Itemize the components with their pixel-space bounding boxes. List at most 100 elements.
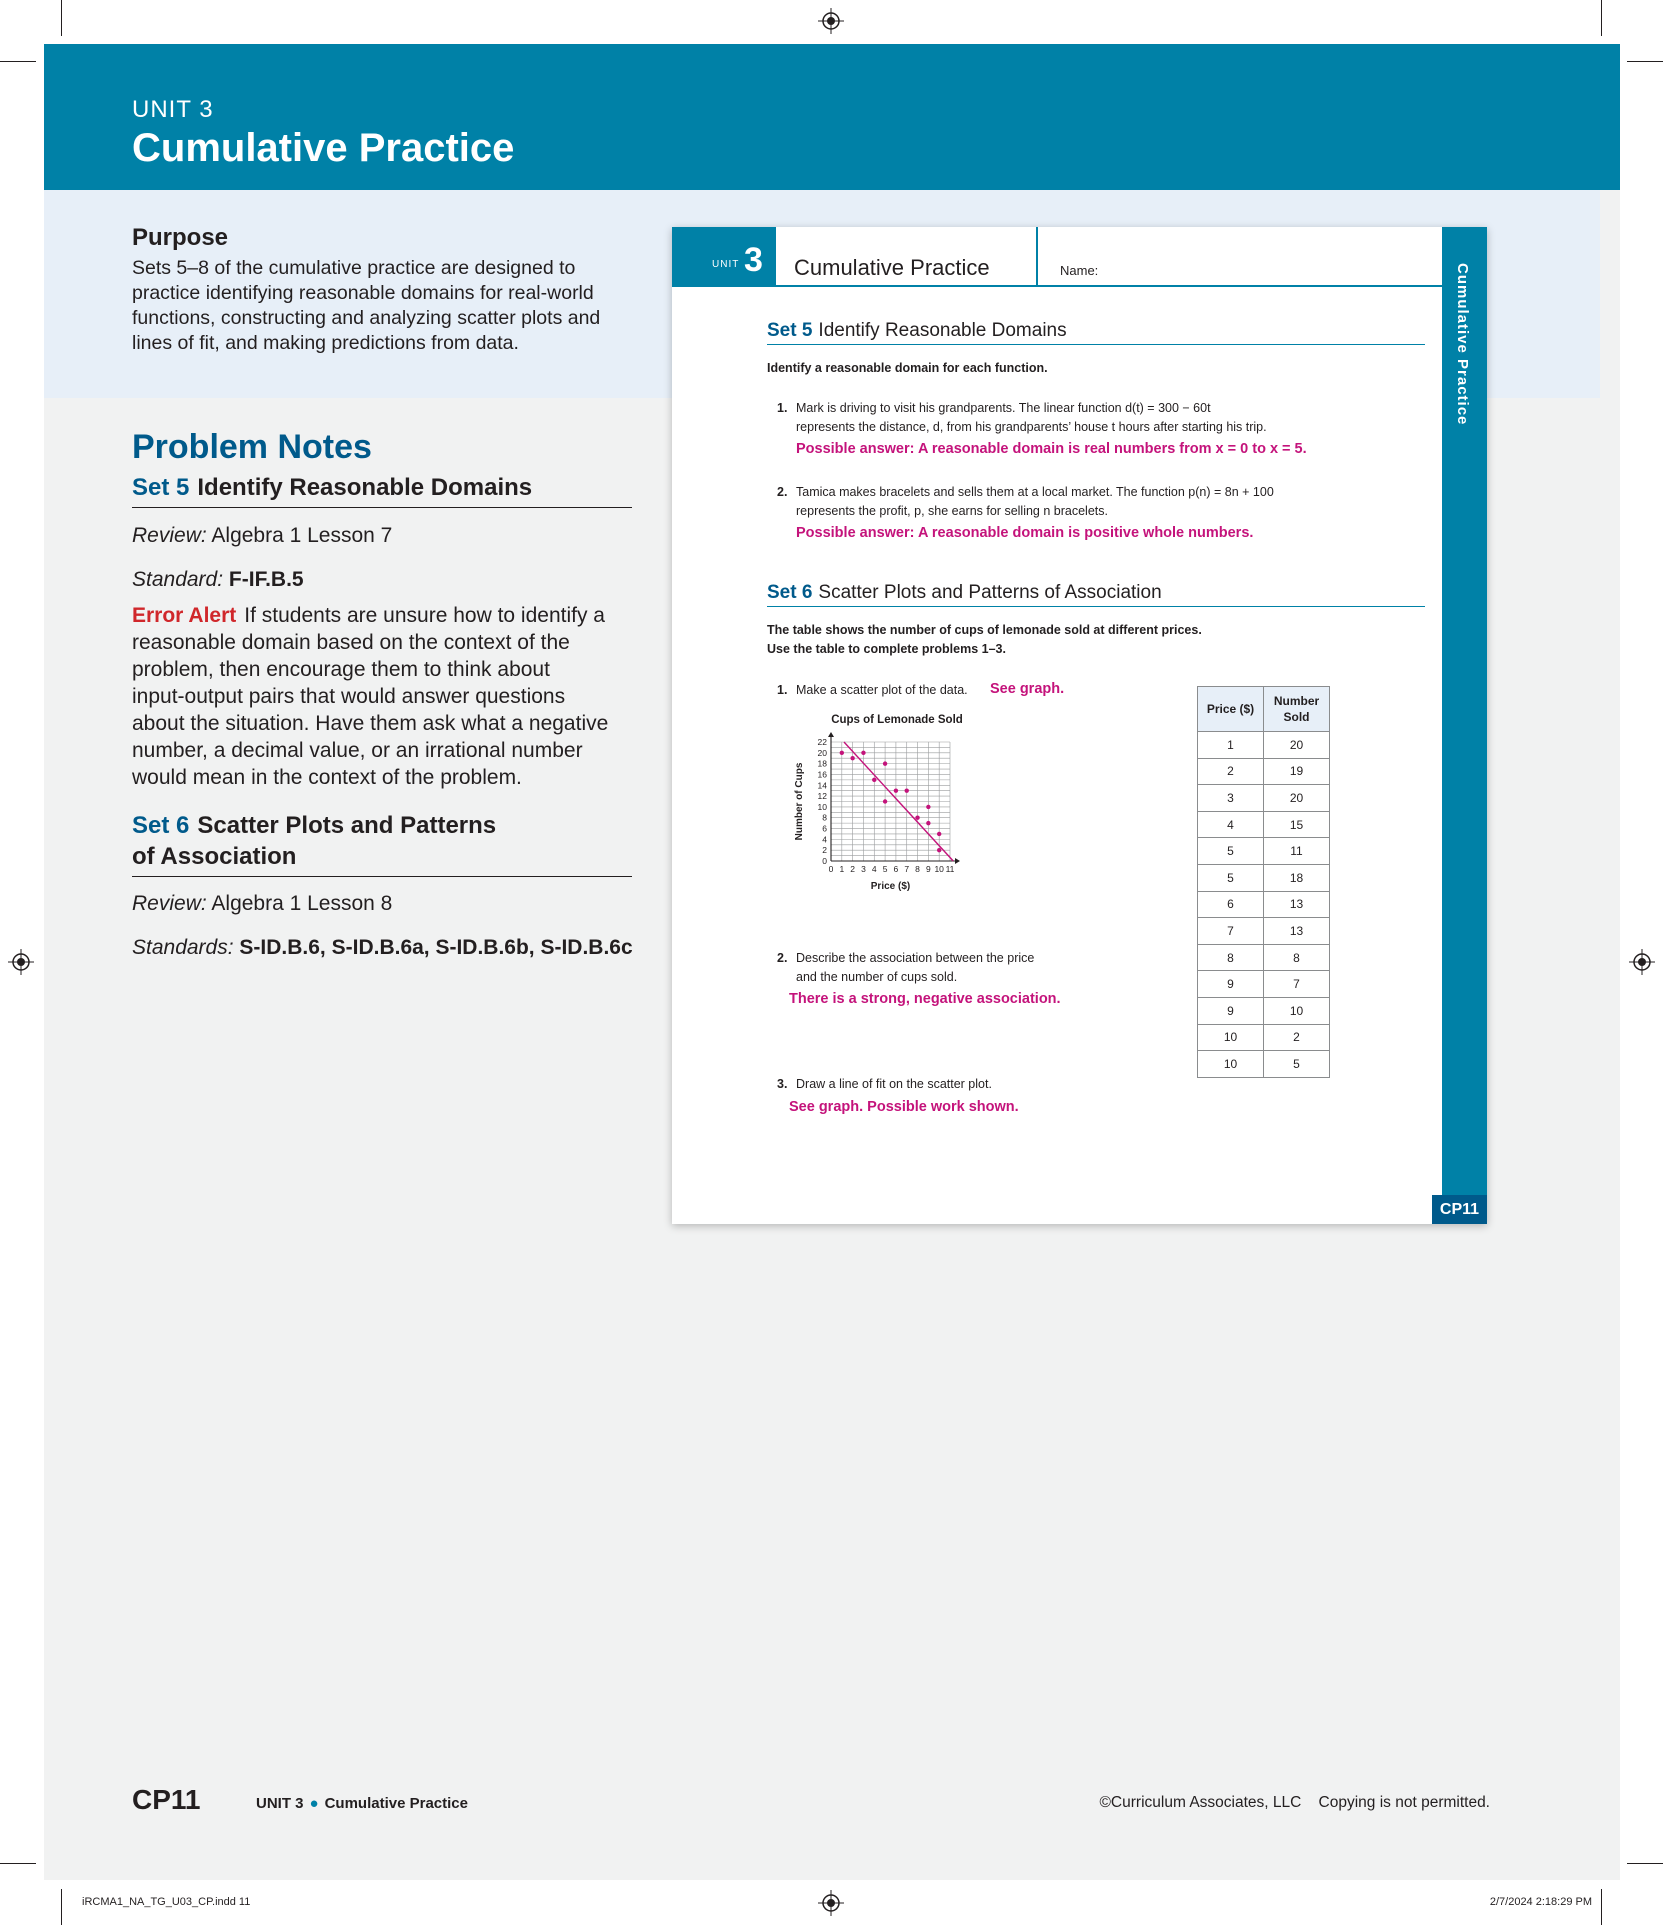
side-bar-label: Cumulative Practice xyxy=(1454,263,1471,426)
sp-set6-heading: Set 6 Scatter Plots and Patterns of Assoc… xyxy=(767,582,1425,607)
copyright-text: ©Curriculum Associates, LLC xyxy=(1099,1794,1302,1811)
question-text: Draw a line of fit on the scatter plot. xyxy=(796,1077,992,1091)
price-cell: 2 xyxy=(1197,757,1264,786)
review-value: Algebra 1 Lesson 8 xyxy=(211,892,393,915)
copy-notice: Copying is not permitted. xyxy=(1318,1794,1490,1811)
y-tick-label: 20 xyxy=(818,748,828,758)
set6-review: Review: Algebra 1 Lesson 8 xyxy=(132,890,632,917)
sp-set6-q2: 2. Describe the association between the … xyxy=(777,949,1034,987)
error-line: problem, then encourage them to think ab… xyxy=(132,658,550,681)
data-point xyxy=(882,799,888,804)
set5-review: Review: Algebra 1 Lesson 7 xyxy=(132,522,632,549)
data-point xyxy=(926,804,931,810)
data-point xyxy=(861,750,866,756)
data-point xyxy=(915,815,920,820)
error-line: input-output pairs that would answer que… xyxy=(132,685,566,708)
sp-set6-instruction: The table shows the number of cups of le… xyxy=(767,621,1202,659)
y-tick-label: 6 xyxy=(822,824,827,834)
price-cell: 10 xyxy=(1197,1050,1264,1078)
data-point xyxy=(872,777,877,783)
table-row: 2 19 xyxy=(1197,757,1330,786)
data-point xyxy=(936,831,942,837)
sp-set6-q3: 3. Draw a line of fit on the scatter plo… xyxy=(777,1075,992,1094)
sp-set5-q1: 1. Mark is driving to visit his grandpar… xyxy=(777,399,1267,437)
sp-set5-q2-answer: Possible answer: A reasonable domain is … xyxy=(796,525,1254,541)
sp-set6-number: Set 6 xyxy=(767,582,813,603)
price-cell: 1 xyxy=(1197,731,1264,759)
price-cell: 9 xyxy=(1197,970,1264,998)
number-sold-cell: 11 xyxy=(1263,837,1330,865)
x-tick-label: 6 xyxy=(894,864,899,874)
question-line: represents the profit, p, she earns for … xyxy=(796,504,1108,518)
data-point xyxy=(926,820,931,826)
number-sold-cell: 19 xyxy=(1263,757,1330,786)
price-cell: 3 xyxy=(1197,784,1264,812)
instruction-line: The table shows the number of cups of le… xyxy=(767,623,1202,637)
set6-title-line2: of Association xyxy=(132,843,297,870)
table-row: 7 13 xyxy=(1197,917,1330,945)
number-sold-cell: 20 xyxy=(1263,731,1330,759)
error-line: about the situation. Have them ask what … xyxy=(132,712,609,735)
side-bar xyxy=(1442,227,1487,1224)
number-sold-cell: 20 xyxy=(1263,784,1330,812)
line-of-fit xyxy=(843,741,954,862)
student-page-tag: CP11 xyxy=(1432,1195,1487,1224)
price-cell: 7 xyxy=(1197,917,1264,945)
number-sold-cell: 7 xyxy=(1263,970,1330,998)
purpose-line: lines of fit, and making predictions fro… xyxy=(132,332,519,354)
x-tick-label: 3 xyxy=(861,864,866,874)
number-sold-cell: 5 xyxy=(1263,1050,1330,1078)
x-tick-label: 10 xyxy=(934,864,944,874)
header-divider xyxy=(1036,227,1038,287)
data-point xyxy=(839,750,845,756)
set5-number: Set 5 xyxy=(132,474,190,501)
registration-mark-icon xyxy=(818,8,844,34)
x-tick-label: 7 xyxy=(904,864,909,874)
number-sold-cell: 18 xyxy=(1263,863,1330,892)
unit-banner: UNIT 3 Cumulative Practice xyxy=(44,44,1620,190)
sp-set6-q3-answer: See graph. Possible work shown. xyxy=(789,1099,1019,1115)
question-number: 3. xyxy=(777,1077,788,1091)
footer-unit-label: UNIT 3 xyxy=(256,1795,304,1812)
set5-title: Identify Reasonable Domains xyxy=(197,474,533,501)
sp-set5-instruction: Identify a reasonable domain for each fu… xyxy=(767,361,1048,375)
footer-copyright: ©Curriculum Associates, LLC Copying is n… xyxy=(1100,1794,1490,1812)
error-alert: Error Alert If students are unsure how to… xyxy=(132,602,632,791)
number-sold-cell: 15 xyxy=(1263,810,1330,839)
error-line: If students are unsure how to identify a xyxy=(244,604,605,627)
table-row: 5 11 xyxy=(1197,837,1330,865)
question-text: Make a scatter plot of the data. xyxy=(796,683,968,697)
sp-set5-q2: 2. Tamica makes bracelets and sells them… xyxy=(777,483,1274,521)
table-row: 3 20 xyxy=(1197,784,1330,812)
standard-value: F-IF.B.5 xyxy=(228,568,304,591)
unit-tab-label: UNIT xyxy=(712,259,740,270)
x-tick-label: 0 xyxy=(829,864,834,874)
unit-tab-number: 3 xyxy=(744,241,763,279)
question-number: 1. xyxy=(777,401,788,415)
y-tick-label: 2 xyxy=(822,845,827,855)
table-row: 10 5 xyxy=(1197,1050,1330,1078)
purpose-line: functions, constructing and analyzing sc… xyxy=(132,307,601,329)
bullet-icon: ● xyxy=(309,1795,319,1812)
crop-mark xyxy=(61,0,62,36)
set5-standard: Standard: F-IF.B.5 xyxy=(132,566,632,593)
chart-title: Cups of Lemonade Sold xyxy=(831,714,963,726)
price-cell: 4 xyxy=(1197,810,1264,839)
question-line: Mark is driving to visit his grandparent… xyxy=(796,401,1211,415)
number-sold-cell: 2 xyxy=(1263,1023,1330,1052)
footer-section: Cumulative Practice xyxy=(324,1795,468,1812)
error-line: number, a decimal value, or an irrationa… xyxy=(132,739,583,762)
error-line: would mean in the context of the problem… xyxy=(132,766,522,789)
sp-set5-title: Identify Reasonable Domains xyxy=(818,320,1067,341)
question-number: 1. xyxy=(777,683,788,697)
student-page-preview: UNIT 3 Cumulative Practice Name: Cumulat… xyxy=(672,227,1487,1224)
question-number: 2. xyxy=(777,951,788,965)
standard-label: Standard: xyxy=(132,568,224,591)
lemonade-table: Price ($) Number Sold 1 20 2 19 3 20 4 15 5 11 5 18… xyxy=(1197,686,1330,1078)
standards-label: Standards: xyxy=(132,936,234,959)
question-line: Tamica makes bracelets and sells them at… xyxy=(796,485,1274,499)
price-cell: 8 xyxy=(1197,943,1264,972)
number-sold-cell: 10 xyxy=(1263,996,1330,1025)
set6-standards: Standards: S-ID.B.6, S-ID.B.6a, S-ID.B.6… xyxy=(132,934,672,961)
